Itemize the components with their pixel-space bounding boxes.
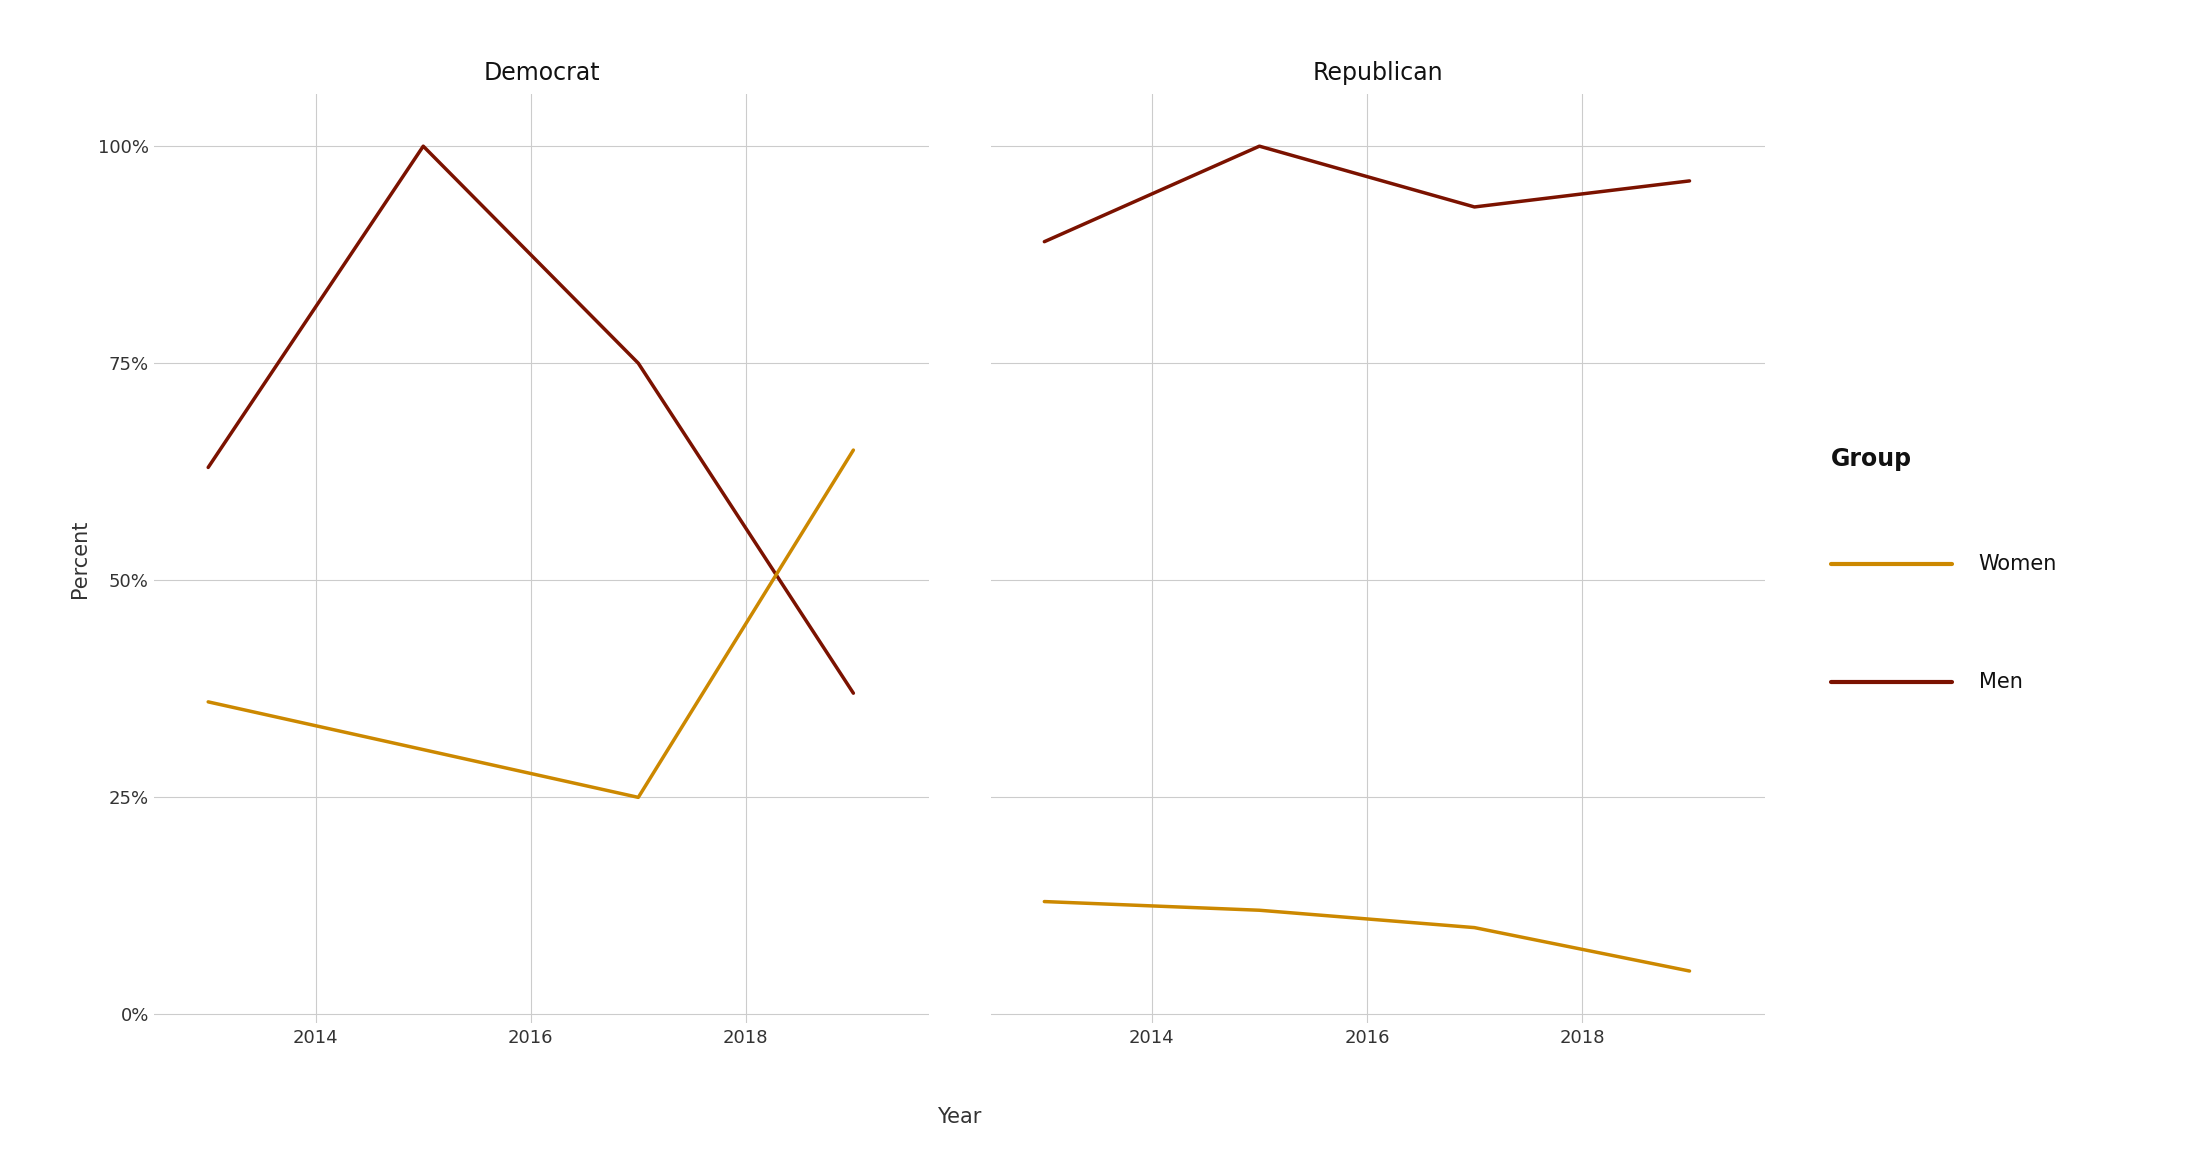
Text: Women: Women: [1979, 554, 2058, 575]
Title: Republican: Republican: [1313, 61, 1443, 85]
Y-axis label: Percent: Percent: [71, 520, 90, 597]
Text: Men: Men: [1979, 671, 2023, 693]
Text: Year: Year: [938, 1107, 982, 1128]
Text: Group: Group: [1831, 447, 1913, 470]
Title: Democrat: Democrat: [483, 61, 600, 85]
